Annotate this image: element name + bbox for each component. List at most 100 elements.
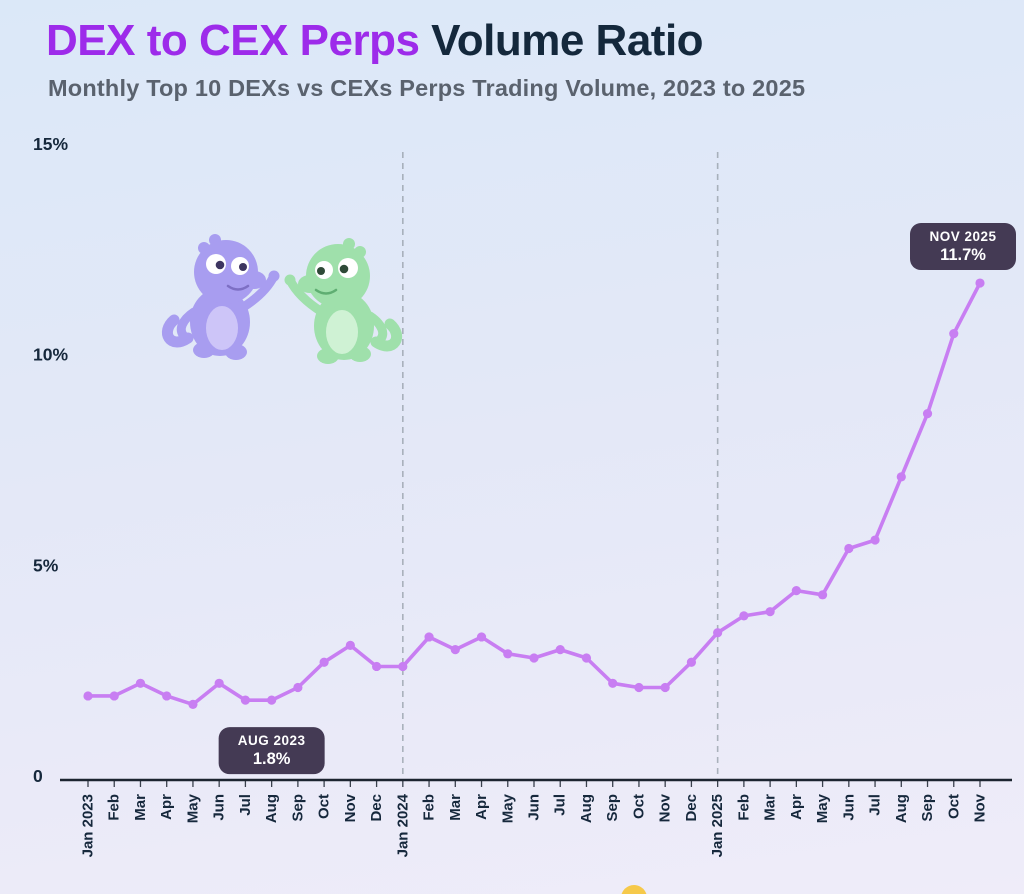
x-axis-label: Jan 2025	[709, 794, 726, 857]
x-axis-label: Mar	[762, 794, 779, 821]
x-axis-label: Aug	[263, 794, 280, 823]
gecko-snout	[298, 275, 322, 293]
x-axis-label: Aug	[893, 794, 910, 823]
x-axis-label: May	[814, 793, 831, 823]
gecko-belly	[326, 310, 358, 354]
gecko-snout	[242, 271, 266, 289]
x-axis-label: Jan 2024	[394, 793, 411, 857]
x-axis-label: Oct	[316, 794, 333, 819]
chart-subtitle: Monthly Top 10 DEXs vs CEXs Perps Tradin…	[48, 74, 806, 101]
x-axis-label: Jun	[840, 794, 857, 821]
data-point	[83, 691, 93, 701]
data-point	[503, 649, 513, 659]
green-gecko-mascot	[284, 238, 402, 364]
y-axis-label: 15%	[33, 134, 68, 154]
data-point	[922, 409, 933, 419]
data-point	[791, 586, 801, 596]
x-axis-label: Jul	[237, 794, 254, 816]
data-point	[686, 657, 697, 667]
data-point	[371, 661, 382, 672]
gecko-smile	[314, 288, 338, 295]
x-axis-label: Jul	[867, 794, 884, 816]
data-point	[949, 329, 959, 339]
x-axis-label: Apr	[788, 794, 805, 820]
x-axis-label: May	[184, 793, 201, 823]
x-axis-label: Jul	[552, 794, 569, 816]
x-axis-label: Mar	[132, 794, 149, 821]
x-axis-label: May	[499, 793, 516, 823]
page-title: DEX to CEX Perps Volume Ratio	[46, 16, 996, 67]
annotation-value: 11.7%	[940, 246, 986, 264]
data-point	[817, 590, 828, 600]
yellow-decoration	[621, 885, 647, 894]
x-axis-label: Sep	[604, 794, 621, 822]
gecko-smile	[226, 284, 250, 291]
gecko-pupil	[239, 263, 247, 271]
data-point	[555, 645, 565, 655]
data-point	[214, 678, 224, 688]
annotation-label: AUG 2023	[238, 733, 306, 748]
data-point	[267, 695, 277, 705]
data-point	[844, 543, 854, 554]
data-point	[870, 535, 880, 545]
gecko-pupil	[317, 267, 325, 275]
data-point	[634, 682, 644, 693]
data-point	[162, 691, 172, 701]
data-point	[345, 640, 355, 650]
gecko-hand	[268, 270, 280, 282]
data-point	[739, 611, 749, 621]
data-point	[765, 607, 775, 617]
data-point	[109, 691, 119, 701]
y-axis-label: 0	[33, 766, 43, 786]
gecko-pupil	[339, 264, 349, 274]
gecko-mascots	[162, 234, 402, 364]
gecko-hand	[284, 274, 296, 286]
x-axis-label: Dec	[683, 794, 700, 822]
data-point	[713, 628, 723, 638]
annotation-box	[910, 223, 1016, 271]
data-point	[896, 472, 906, 482]
plot-area: 0 5% 10% 15% Jan 2023 Feb Mar Apr May Jun Jul Aug Se…	[33, 134, 1016, 894]
data-point	[660, 682, 670, 693]
data-point	[975, 278, 985, 288]
x-axis-label: Jun	[211, 794, 228, 821]
data-point	[240, 695, 251, 705]
y-axis-label: 5%	[33, 555, 59, 575]
data-point	[398, 661, 408, 672]
x-axis-label: Sep	[919, 794, 936, 822]
gecko-head	[194, 240, 258, 304]
data-point	[529, 653, 539, 663]
y-axis-label: 10%	[33, 345, 68, 365]
x-axis-label: Dec	[368, 794, 385, 822]
x-axis-label: Aug	[578, 794, 595, 823]
gecko-head	[306, 244, 370, 308]
x-axis-label: Feb	[735, 794, 752, 821]
x-axis-label: Mar	[447, 794, 464, 821]
x-axis-label: Oct	[630, 794, 647, 819]
gecko-pupil	[215, 260, 225, 270]
data-point	[135, 678, 146, 688]
x-axis-label: Jan 2023	[80, 794, 97, 857]
x-axis-label: Sep	[289, 794, 306, 822]
data-point	[581, 653, 592, 663]
data-point	[293, 682, 303, 693]
data-point	[319, 657, 329, 667]
chart-header: DEX to CEX Perps Volume Ratio Monthly To…	[46, 16, 996, 102]
x-axis-label: Nov	[342, 793, 359, 822]
annotation-label: NOV 2025	[929, 229, 996, 244]
x-axis-label: Nov	[657, 793, 674, 822]
data-point	[450, 645, 460, 655]
x-axis-label: Apr	[473, 794, 490, 820]
x-axis-label: Jun	[526, 794, 543, 821]
gecko-belly	[206, 306, 238, 350]
x-axis-label: Feb	[106, 794, 123, 821]
purple-gecko-mascot	[162, 234, 280, 360]
x-axis-label: Nov	[972, 793, 989, 822]
data-point	[188, 699, 198, 709]
title-rest: Volume Ratio	[431, 16, 704, 65]
data-point	[476, 632, 487, 642]
title-accent: DEX to CEX Perps	[46, 16, 420, 65]
x-axis-label: Apr	[158, 794, 175, 820]
